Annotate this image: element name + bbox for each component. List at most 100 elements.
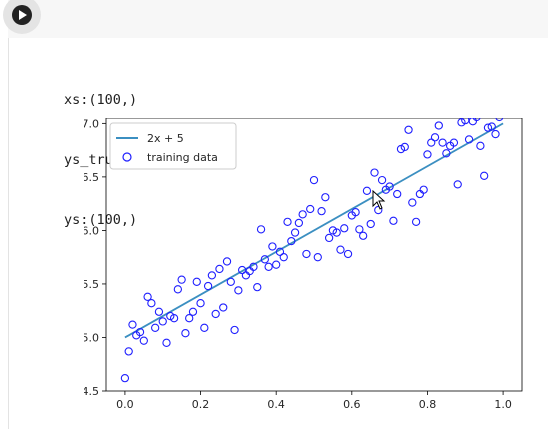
data-point — [200, 323, 209, 332]
data-point — [234, 286, 243, 295]
play-triangle-icon — [19, 10, 27, 20]
y-tick-label: 5.5 — [84, 278, 99, 291]
data-point — [343, 249, 353, 259]
data-point — [253, 283, 262, 292]
data-point — [434, 121, 443, 130]
data-point — [355, 225, 364, 234]
data-point — [480, 171, 489, 180]
data-point — [203, 281, 213, 291]
data-point — [476, 141, 485, 150]
data-point — [158, 317, 167, 326]
data-point — [241, 271, 251, 280]
data-point — [487, 122, 496, 131]
data-point — [404, 125, 413, 134]
data-point — [230, 325, 239, 335]
data-point — [264, 262, 273, 271]
data-point — [340, 224, 349, 233]
legend-box — [109, 122, 237, 170]
data-point — [370, 168, 379, 177]
y-tick-label: 7.0 — [84, 118, 99, 130]
data-point — [185, 314, 194, 323]
data-point — [249, 262, 258, 271]
data-point — [393, 189, 402, 199]
run-cell-button[interactable] — [3, 0, 41, 34]
data-point — [279, 253, 288, 262]
y-tick-label: 5.0 — [84, 331, 99, 344]
tick-layer: 0.0 0.2 0.4 0.6 0.8 1.0 4.5 5.0 5.5 6.0 6.5 7.0 — [84, 118, 512, 411]
data-point — [139, 336, 148, 345]
data-point — [143, 292, 152, 301]
data-point — [483, 123, 493, 132]
data-point — [313, 253, 322, 262]
data-point — [219, 303, 228, 312]
x-tick-label: 0.8 — [419, 398, 437, 411]
data-point — [260, 255, 269, 264]
data-point — [128, 320, 137, 329]
data-point — [181, 329, 190, 338]
data-point — [272, 260, 281, 269]
data-point — [196, 299, 205, 308]
data-point — [495, 118, 504, 122]
data-point — [430, 133, 440, 142]
legend-entry-points: training data — [147, 151, 218, 164]
y-tick-label: 6.0 — [84, 224, 99, 237]
data-point — [188, 307, 198, 316]
data-point — [192, 277, 201, 286]
legend-entry-line: 2x + 5 — [147, 132, 184, 145]
data-point — [275, 247, 285, 256]
data-point — [427, 138, 436, 147]
data-point — [154, 307, 164, 316]
data-point — [226, 277, 235, 286]
data-point — [306, 204, 315, 214]
x-tick-label: 1.0 — [494, 398, 512, 411]
data-point — [442, 149, 451, 158]
data-point — [449, 138, 459, 147]
data-point — [283, 217, 292, 226]
series-points-layer — [120, 118, 504, 383]
axes-frame — [105, 118, 523, 392]
chart-legend: 2x + 5 training data — [109, 122, 237, 170]
data-point — [309, 175, 319, 185]
data-point — [400, 142, 409, 152]
data-point — [464, 135, 474, 144]
data-point — [211, 309, 220, 319]
code-cell-header — [8, 0, 548, 38]
data-point — [374, 205, 383, 215]
data-point — [336, 245, 345, 254]
data-point — [294, 218, 304, 228]
scatter-chart: 0.0 0.2 0.4 0.6 0.8 1.0 4.5 5.0 5.5 6.0 6.5 7.0 2x … — [84, 118, 523, 411]
data-point — [362, 186, 372, 195]
data-point — [302, 249, 311, 259]
x-tick-label: 0.6 — [343, 398, 361, 411]
data-point — [151, 323, 160, 332]
data-point — [415, 189, 425, 199]
data-point — [385, 182, 394, 191]
data-point — [411, 217, 421, 226]
data-point — [438, 138, 447, 147]
data-point — [207, 271, 217, 280]
cell-output-area — [8, 38, 548, 429]
data-point — [290, 228, 300, 237]
data-point — [177, 275, 186, 284]
data-point — [453, 180, 462, 189]
data-point — [366, 219, 375, 229]
data-point — [321, 193, 330, 202]
data-point — [169, 314, 179, 323]
y-tick-label: 6.5 — [84, 171, 99, 184]
data-point — [389, 216, 398, 225]
data-point — [162, 338, 171, 347]
data-point — [359, 231, 368, 240]
data-point — [377, 175, 387, 185]
data-point — [222, 257, 232, 266]
data-point — [268, 242, 277, 251]
data-point — [135, 327, 145, 337]
data-point — [173, 285, 183, 294]
plot-area-frame — [105, 118, 523, 392]
data-point — [423, 150, 432, 159]
data-point — [419, 185, 428, 194]
play-circle-icon — [12, 5, 32, 25]
x-tick-label: 0.2 — [192, 398, 210, 411]
data-point — [351, 208, 360, 217]
stdout-line-ys: ys:(100,) — [64, 212, 138, 228]
